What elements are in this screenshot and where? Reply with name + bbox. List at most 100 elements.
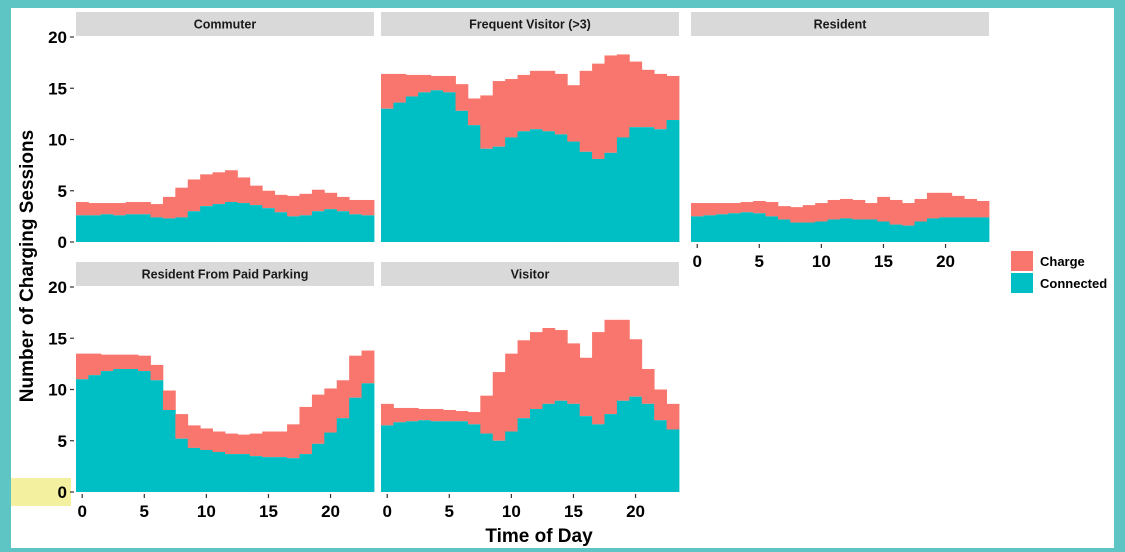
bar-charge bbox=[88, 203, 102, 216]
bar-connected bbox=[76, 215, 89, 242]
y-tick-label: 15 bbox=[48, 79, 67, 98]
bar-connected bbox=[324, 209, 338, 242]
bar-charge bbox=[629, 339, 643, 397]
bar-charge bbox=[393, 407, 407, 423]
bar-connected bbox=[393, 422, 407, 492]
legend-label: Connected bbox=[1040, 276, 1107, 291]
bar-charge bbox=[740, 202, 754, 213]
bar-connected bbox=[939, 217, 953, 242]
bar-connected bbox=[616, 400, 630, 492]
bar-charge bbox=[629, 61, 643, 128]
bar-connected bbox=[361, 215, 375, 242]
bar-connected bbox=[654, 420, 667, 492]
bar-connected bbox=[654, 129, 667, 242]
bar-charge bbox=[592, 332, 605, 425]
bar-charge bbox=[393, 73, 407, 103]
bar-charge bbox=[138, 355, 151, 372]
bar-charge bbox=[480, 395, 494, 434]
bar-connected bbox=[113, 369, 127, 492]
bar-connected bbox=[361, 383, 375, 492]
bar-connected bbox=[802, 222, 816, 242]
bar-charge bbox=[616, 54, 630, 138]
bar-charge bbox=[579, 70, 593, 152]
bar-connected bbox=[579, 151, 593, 242]
bar-connected bbox=[249, 456, 263, 493]
bar-connected bbox=[150, 380, 164, 492]
bar-connected bbox=[740, 212, 754, 242]
bar-connected bbox=[274, 457, 288, 492]
bar-charge bbox=[262, 190, 276, 209]
y-tick-label: 20 bbox=[48, 278, 67, 297]
bar-charge bbox=[138, 202, 151, 215]
bar-connected bbox=[629, 127, 643, 242]
bar-charge bbox=[567, 343, 581, 404]
bar-connected bbox=[604, 414, 618, 492]
bar-charge bbox=[381, 403, 394, 426]
bar-connected bbox=[100, 214, 114, 242]
bar-charge bbox=[200, 174, 213, 207]
bar-charge bbox=[336, 380, 350, 419]
bar-connected bbox=[567, 141, 581, 242]
bar-connected bbox=[125, 369, 139, 492]
bar-connected bbox=[237, 454, 251, 492]
bar-charge bbox=[175, 187, 189, 218]
facet-strip bbox=[381, 262, 679, 286]
bar-connected bbox=[777, 219, 791, 242]
bar-connected bbox=[393, 102, 407, 242]
bar-connected bbox=[554, 400, 568, 492]
bar-charge bbox=[505, 353, 518, 432]
y-tick-label: 15 bbox=[48, 329, 67, 348]
bar-charge bbox=[311, 189, 325, 212]
bar-charge bbox=[530, 332, 543, 409]
bar-connected bbox=[629, 396, 643, 492]
x-tick-label: 10 bbox=[502, 502, 521, 521]
bar-connected bbox=[467, 424, 481, 492]
y-tick-label: 0 bbox=[58, 483, 67, 502]
bar-charge bbox=[249, 433, 263, 457]
bar-charge bbox=[299, 193, 313, 216]
bar-connected bbox=[480, 433, 494, 492]
bar-charge bbox=[274, 194, 288, 213]
bar-charge bbox=[324, 192, 338, 210]
y-tick-label: 20 bbox=[48, 28, 67, 47]
bar-charge bbox=[517, 74, 531, 132]
x-tick-label: 0 bbox=[77, 502, 86, 521]
facet-title: Resident bbox=[814, 18, 868, 32]
bar-charge bbox=[76, 202, 89, 216]
bar-charge bbox=[964, 198, 977, 218]
bar-charge bbox=[225, 170, 238, 203]
bar-charge bbox=[212, 172, 226, 205]
bar-charge bbox=[237, 434, 251, 455]
bar-charge bbox=[604, 319, 618, 415]
bar-connected bbox=[349, 214, 362, 242]
bar-connected bbox=[579, 416, 593, 492]
bar-connected bbox=[827, 219, 841, 242]
bar-connected bbox=[225, 202, 238, 242]
bar-charge bbox=[225, 433, 238, 455]
bar-charge bbox=[715, 203, 729, 215]
x-tick-label: 20 bbox=[936, 252, 955, 271]
bar-connected bbox=[765, 216, 779, 243]
legend-label: Charge bbox=[1040, 254, 1085, 269]
bar-connected bbox=[455, 421, 469, 492]
bar-charge bbox=[492, 81, 506, 147]
facet-strip bbox=[76, 262, 374, 286]
bar-charge bbox=[249, 185, 263, 206]
chart-frame: Commuter Frequent Visitor (>3) Resident Res… bbox=[11, 8, 1114, 548]
bar-connected bbox=[852, 219, 866, 242]
bar-connected bbox=[418, 92, 432, 242]
bar-connected bbox=[492, 146, 506, 242]
legend-key bbox=[1011, 273, 1033, 293]
x-tick-label: 5 bbox=[140, 502, 149, 521]
bar-connected bbox=[200, 206, 213, 243]
bar-connected bbox=[430, 421, 444, 492]
y-tick-label: 5 bbox=[58, 432, 67, 451]
bar-connected bbox=[641, 403, 655, 492]
bar-connected bbox=[567, 403, 581, 492]
bar-connected bbox=[542, 131, 556, 242]
bar-charge bbox=[902, 203, 915, 226]
facet-strip bbox=[381, 12, 679, 36]
bar-connected bbox=[336, 418, 350, 492]
bar-connected bbox=[715, 214, 729, 242]
bar-connected bbox=[287, 458, 300, 492]
